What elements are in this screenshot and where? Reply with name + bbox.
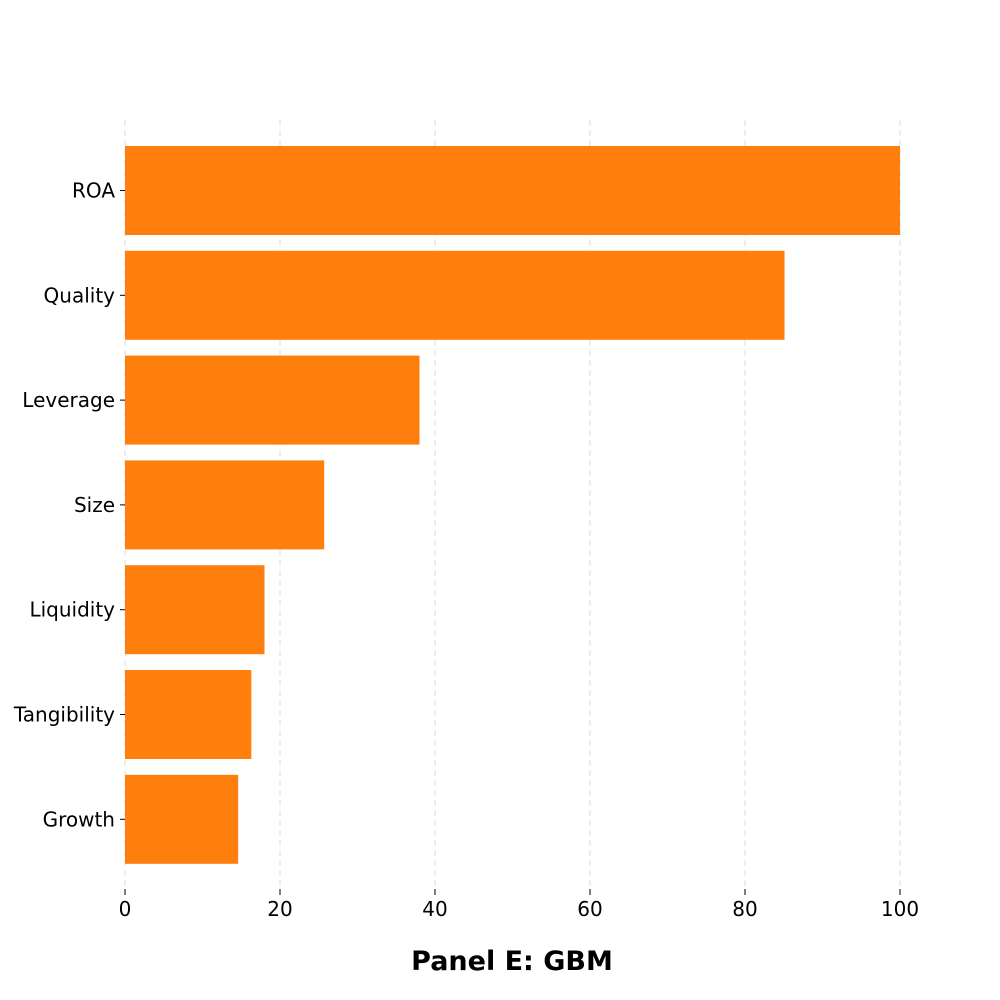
bars: [125, 146, 900, 864]
bar-liquidity: [125, 565, 265, 655]
y-tick-label-quality: Quality: [44, 283, 116, 307]
x-axis-label: Panel E: GBM: [411, 946, 613, 977]
bar-quality: [125, 250, 785, 340]
bar-roa: [125, 146, 900, 235]
x-tick-label-80: 80: [732, 897, 757, 921]
y-tick-label-tangibility: Tangibility: [13, 703, 115, 727]
x-tick-label-100: 100: [881, 897, 919, 921]
x-tick-label-60: 60: [577, 897, 602, 921]
x-tick-label-0: 0: [119, 897, 132, 921]
y-tick-label-roa: ROA: [72, 179, 115, 203]
y-tick-label-size: Size: [74, 493, 115, 517]
x-tick-label-40: 40: [422, 897, 447, 921]
y-axis: ROA Quality Leverage Size Liquidity Tangibili…: [13, 179, 125, 831]
y-tick-label-growth: Growth: [43, 807, 115, 831]
x-axis: 0 20 40 60 80 100: [119, 889, 919, 921]
y-tick-label-leverage: Leverage: [22, 388, 115, 412]
bar-tangibility: [125, 670, 252, 759]
bar-growth: [125, 774, 239, 864]
y-tick-label-liquidity: Liquidity: [29, 598, 115, 622]
bar-size: [125, 460, 325, 550]
bar-leverage: [125, 355, 420, 445]
x-tick-label-20: 20: [267, 897, 292, 921]
